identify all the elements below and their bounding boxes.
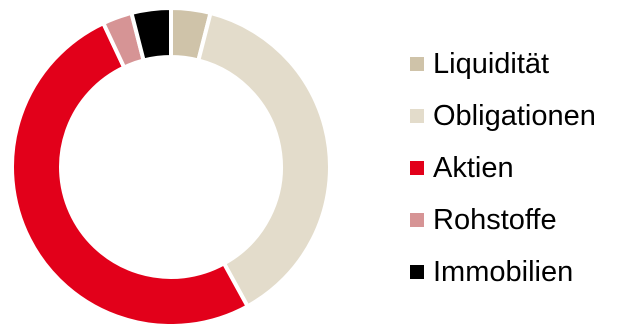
legend-swatch — [410, 213, 424, 227]
legend-swatch — [410, 161, 424, 175]
slice-obligationen — [195, 10, 332, 310]
legend-label: Immobilien — [433, 255, 574, 288]
slice-immobilien — [129, 5, 173, 63]
legend-swatch — [410, 57, 424, 71]
chart-legend: Liquidität Obligationen Aktien Rohstoffe Imm… — [410, 38, 596, 298]
slice-aktien — [10, 20, 251, 324]
legend-item-aktien: Aktien — [410, 142, 596, 194]
legend-item-rohstoffe: Rohstoffe — [410, 194, 596, 246]
legend-item-liquiditat: Liquidität — [410, 38, 596, 90]
legend-label: Aktien — [433, 151, 514, 184]
legend-item-immobilien: Immobilien — [410, 246, 596, 298]
legend-item-obligationen: Obligationen — [410, 90, 596, 142]
legend-label: Obligationen — [433, 99, 596, 132]
legend-swatch — [410, 109, 424, 123]
legend-label: Liquidität — [433, 47, 550, 80]
donut-slices — [10, 5, 332, 324]
legend-swatch — [410, 265, 424, 279]
legend-label: Rohstoffe — [433, 203, 557, 236]
